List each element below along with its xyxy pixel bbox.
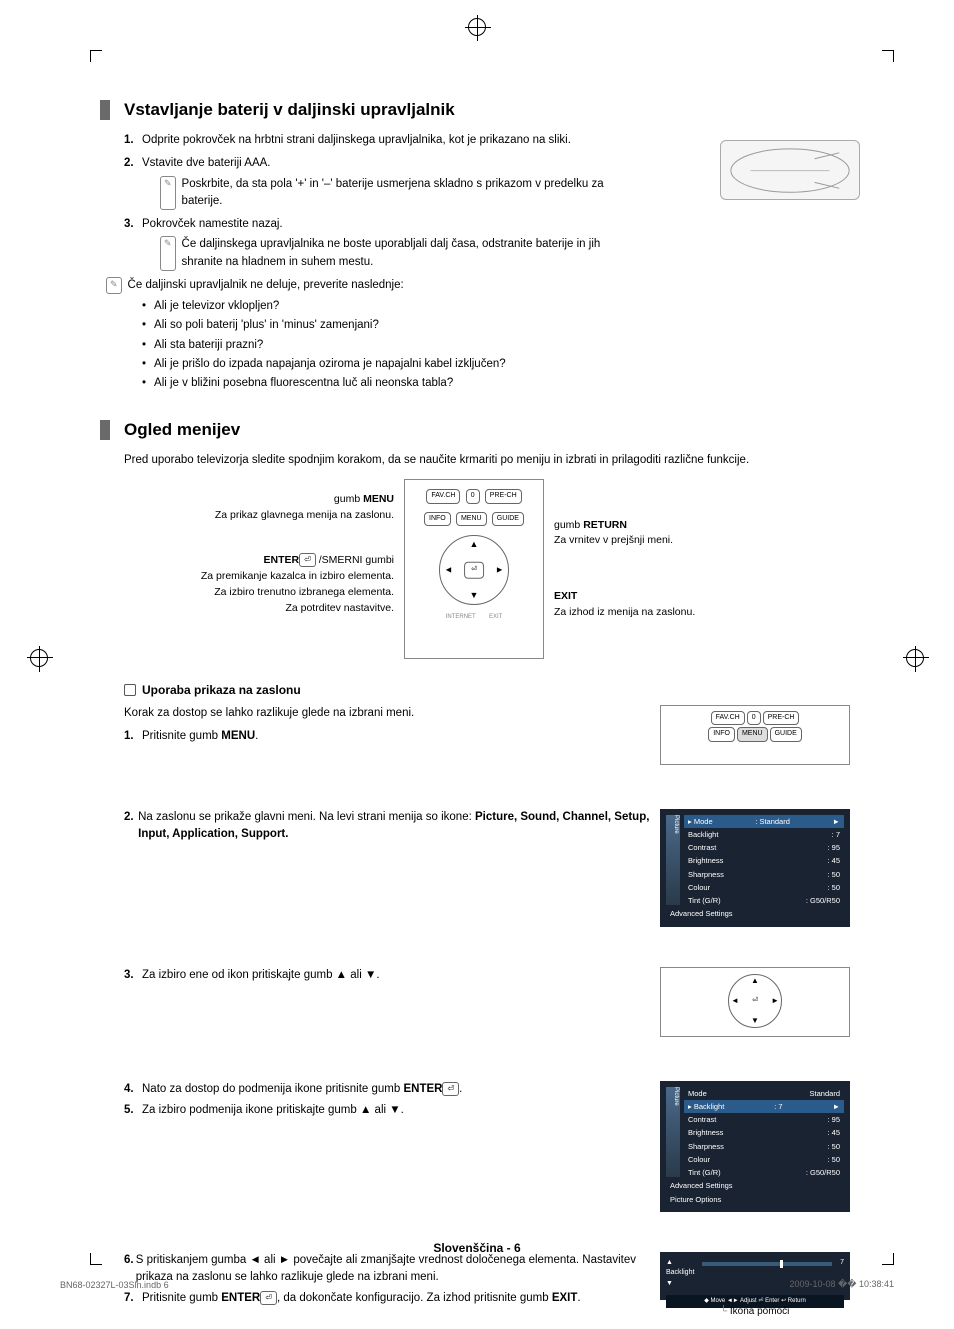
osd-menu-screenshot: Picture ▸ Mode: Standard► Backlight: 7 C… — [660, 809, 850, 927]
osd-menu-screenshot: Picture ModeStandard ▸ Backlight: 7► Con… — [660, 1081, 850, 1212]
enter-icon: ⏎ — [299, 553, 316, 567]
return-button-desc: Za vrnitev v prejšnji meni. — [554, 534, 673, 546]
step-text: Nato za dostop do podmenija ikone pritis… — [142, 1081, 462, 1098]
troubleshoot-item: Ali je prišlo do izpada napajanja ozirom… — [142, 356, 860, 373]
step-text: Za izbiro podmenija ikone pritiskajte gu… — [142, 1102, 404, 1119]
troubleshoot-item: Ali je v bližini posebna fluorescentna l… — [142, 375, 860, 392]
note-text: Če daljinskega upravljalnika ne boste up… — [182, 236, 622, 271]
step-text: S pritiskanjem gumba ◄ ali ► povečajte a… — [136, 1252, 660, 1287]
footnote-filename: BN68-02327L-03Sln.indb 6 — [60, 1280, 169, 1290]
remote-diagram: gumb MENU Za prikaz glavnega menija na z… — [124, 478, 860, 661]
note-icon: ✎ — [160, 236, 176, 271]
troubleshoot-item: Ali sta bateriji prazni? — [142, 337, 860, 354]
troubleshoot-intro: Če daljinski upravljalnik ne deluje, pre… — [128, 277, 404, 294]
remote-snippet-illustration: FAV.CH0PRE-CH INFOMENUGUIDE — [660, 705, 850, 765]
sub-heading-osd: Uporaba prikaza na zaslonu — [142, 683, 301, 697]
corner-mark — [90, 50, 102, 62]
remote-control-illustration: FAV.CH 0 PRE-CH INFO MENU GUIDE ▲ ▼ ◄ ► — [404, 479, 544, 659]
enter-icon: ⏎ — [260, 1291, 277, 1305]
section-intro: Pred uporabo televizorja sledite spodnji… — [124, 452, 860, 469]
step-text: Pritisnite gumb ENTER⏎, da dokončate kon… — [142, 1290, 581, 1307]
menu-button-label: gumb MENU — [334, 493, 394, 505]
osd-intro: Korak za dostop se lahko razlikuje glede… — [124, 705, 660, 722]
note-icon: ✎ — [160, 176, 176, 211]
enter-icon: ⏎ — [442, 1082, 459, 1096]
troubleshoot-item: Ali je televizor vklopljen? — [142, 298, 860, 315]
crop-mark-left — [30, 649, 48, 667]
step-text: Odprite pokrovček na hrbtni strani dalji… — [142, 132, 571, 149]
osd-slider-screenshot: ▲Backlight▼ 7 ◆ Move ◄► Adjust ⏎ Enter ↩… — [660, 1252, 850, 1300]
section-heading-menus: Ogled menijev — [100, 420, 860, 440]
section-heading-batteries: Vstavljanje baterij v daljinski upravlja… — [100, 100, 860, 120]
remote-snippet-illustration: ▲ ▼ ◄ ► ⏎ — [660, 967, 850, 1037]
enter-desc: Za premikanje kazalca in izbiro elementa… — [201, 570, 394, 582]
step-text: Pritisnite gumb MENU. — [142, 728, 258, 745]
crop-mark-right — [906, 649, 924, 667]
step-text: Vstavite dve bateriji AAA. — [142, 157, 270, 169]
enter-desc: Za potrditev nastavitve. — [285, 602, 394, 614]
menu-button-desc: Za prikaz glavnega menija na zaslonu. — [215, 509, 394, 521]
corner-mark — [882, 50, 894, 62]
footnote-timestamp: 2009-10-08 �� 10:38:41 — [789, 1279, 894, 1290]
enter-button-label: ENTER — [264, 554, 300, 566]
step-text: Za izbiro ene od ikon pritiskajte gumb ▲… — [142, 967, 380, 984]
checkbox-icon — [124, 684, 136, 696]
troubleshoot-item: Ali so poli baterij 'plus' in 'minus' za… — [142, 317, 860, 334]
enter-extra: /SMERNI gumbi — [319, 554, 394, 566]
exit-button-desc: Za izhod iz menija na zaslonu. — [554, 606, 695, 618]
battery-compartment-illustration — [720, 140, 860, 200]
page-footer: Slovenščina - 6 — [0, 1241, 954, 1255]
note-text: Poskrbite, da sta pola '+' in '–' bateri… — [182, 176, 622, 211]
step-text: Pokrovček namestite nazaj. — [142, 218, 283, 230]
note-icon: ✎ — [106, 277, 122, 294]
step-text: Na zaslonu se prikaže glavni meni. Na le… — [138, 809, 660, 844]
crop-mark-top — [468, 18, 486, 36]
exit-button-label: EXIT — [554, 590, 577, 602]
return-button-label: gumb RETURN — [554, 519, 627, 531]
enter-desc: Za izbiro trenutno izbranega elementa. — [214, 586, 394, 598]
